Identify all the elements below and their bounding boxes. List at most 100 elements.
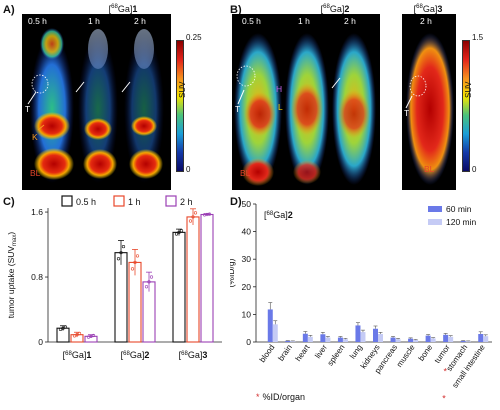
- y-tick-label-d: 40: [242, 227, 252, 237]
- data-point-c: [61, 326, 65, 330]
- y-tick-label-d: 10: [242, 309, 252, 319]
- legend-swatch-d: [428, 206, 442, 212]
- organ-label-tumor-a: T: [25, 104, 31, 114]
- bar-d: [448, 336, 454, 342]
- data-point-c: [72, 334, 77, 338]
- x-category-label-d: heart: [294, 342, 312, 363]
- x-category-label-c: [68Ga]2: [121, 350, 150, 360]
- organ-label-bladder-a: BL: [30, 168, 41, 178]
- bar-d: [355, 325, 361, 342]
- mouse-a1: [30, 28, 74, 183]
- legend-label-c: 0.5 h: [76, 197, 96, 207]
- x-category-label-d: muscle: [395, 343, 417, 369]
- pet-image-panel-b: 0.5 h 1 h 2 h T H L BL: [232, 14, 380, 190]
- panel-b-title-2: [68Ga]2: [320, 4, 350, 14]
- y-tick-label-c: 0.8: [31, 272, 43, 282]
- mouse-b2: [285, 33, 329, 185]
- organ-label-heart-b: H: [276, 84, 283, 94]
- chart-title-d: [68Ga]2: [264, 210, 293, 220]
- timepoint-label-a3: 2 h: [134, 16, 146, 26]
- legend-label-d: 120 min: [446, 217, 477, 227]
- timepoint-label-b4: 2 h: [420, 16, 432, 26]
- data-point-c: [191, 215, 195, 219]
- bar-d: [483, 336, 489, 342]
- data-point-c: [133, 260, 137, 265]
- bar-d: [413, 340, 419, 342]
- data-point-c: [119, 251, 123, 255]
- chart-d: 01020304050tissue/organ uptake(%ID/g)[68…: [230, 199, 492, 403]
- bar-d: [443, 334, 449, 342]
- timepoint-label-b3: 2 h: [344, 16, 356, 26]
- legend-label-c: 1 h: [128, 197, 141, 207]
- bar-d: [460, 340, 466, 342]
- colorbar-a-label: SUV: [178, 81, 187, 98]
- pet-mouse-scans-a: [27, 28, 164, 183]
- timepoint-label-b1: 0.5 h: [242, 16, 261, 26]
- panel-a-title: [68Ga]1: [108, 4, 138, 14]
- x-category-label-d: liver: [313, 343, 329, 360]
- panel-c-letter: C): [3, 196, 15, 208]
- bar-d: [325, 337, 331, 342]
- colorbar-a: [176, 40, 184, 172]
- x-category-label-c: [68Ga]3: [179, 350, 208, 360]
- colorbar-b-min: 0: [472, 165, 477, 174]
- x-category-label-c: [68Ga]1: [63, 350, 92, 360]
- timepoint-label-b2: 1 h: [298, 16, 310, 26]
- data-point-c: [207, 212, 212, 216]
- footnote-d: * %ID/organ: [256, 392, 305, 402]
- legend-swatch-d: [428, 219, 442, 225]
- colorbar-b-label: SUV: [464, 81, 473, 98]
- data-point-c: [58, 327, 63, 332]
- bar-d: [390, 337, 396, 342]
- timepoint-label-a1: 0.5 h: [28, 16, 47, 26]
- x-category-label-d: blood: [258, 343, 277, 364]
- bar-c: [200, 213, 214, 343]
- bar-d: [285, 340, 291, 342]
- data-point-c: [179, 229, 184, 233]
- bar-d: [360, 332, 366, 342]
- y-tick-label-d: 50: [242, 199, 252, 209]
- y-tick-label-c: 0: [38, 337, 43, 347]
- panel-a-letter: A): [3, 4, 15, 16]
- x-category-label-d: lung: [348, 343, 364, 361]
- bar-c: [186, 216, 200, 343]
- bar-d: [307, 336, 313, 342]
- bar-d: [408, 338, 414, 342]
- panel-b-title-3: [68Ga]3: [413, 4, 443, 14]
- star-marker-d: *: [443, 367, 447, 377]
- organ-label-bladder-b: BL: [240, 168, 251, 178]
- bar-d: [373, 328, 378, 342]
- mouse-b3: [332, 33, 376, 185]
- pet-image-panel-a: 0.5 h 1 h 2 h T K BL: [22, 14, 171, 190]
- bar-d: [465, 341, 471, 342]
- colorbar-b-max: 1.5: [472, 33, 484, 42]
- y-tick-label-c: 1.6: [31, 207, 43, 217]
- colorbar-b: [462, 40, 470, 172]
- bar-d: [267, 309, 273, 342]
- x-category-label-d: spleen: [326, 343, 347, 367]
- y-tick-label-d: 0: [246, 337, 251, 347]
- bar-c: [172, 231, 186, 343]
- bar-d: [272, 324, 278, 342]
- bar-d: [342, 339, 348, 342]
- bar-d: [430, 338, 436, 342]
- bar-d: [378, 333, 383, 342]
- bar-d: [320, 334, 326, 342]
- mouse-a3: [124, 29, 164, 183]
- panel-b-letter: B): [230, 4, 242, 16]
- organ-label-tumor-b: T: [235, 104, 241, 114]
- organ-label-tumor-b3: T: [404, 108, 410, 118]
- bar-d: [478, 333, 484, 342]
- mouse-b1: [234, 33, 282, 186]
- data-point-c: [193, 211, 198, 215]
- legend-label-c: 2 h: [180, 197, 193, 207]
- x-category-label-d: brain: [276, 343, 294, 363]
- data-point-c: [91, 333, 96, 338]
- bar-d: [425, 335, 431, 342]
- organ-label-liver-b: L: [278, 102, 283, 112]
- data-point-c: [188, 219, 193, 223]
- y-axis-label-d: (%ID/g): [230, 258, 236, 287]
- data-point-c: [116, 257, 121, 261]
- mouse-a2: [78, 29, 118, 183]
- data-point-c: [177, 230, 181, 234]
